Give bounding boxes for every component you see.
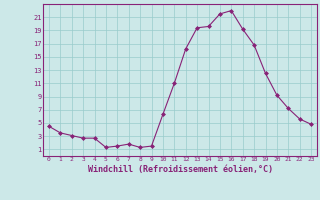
X-axis label: Windchill (Refroidissement éolien,°C): Windchill (Refroidissement éolien,°C)	[87, 165, 273, 174]
